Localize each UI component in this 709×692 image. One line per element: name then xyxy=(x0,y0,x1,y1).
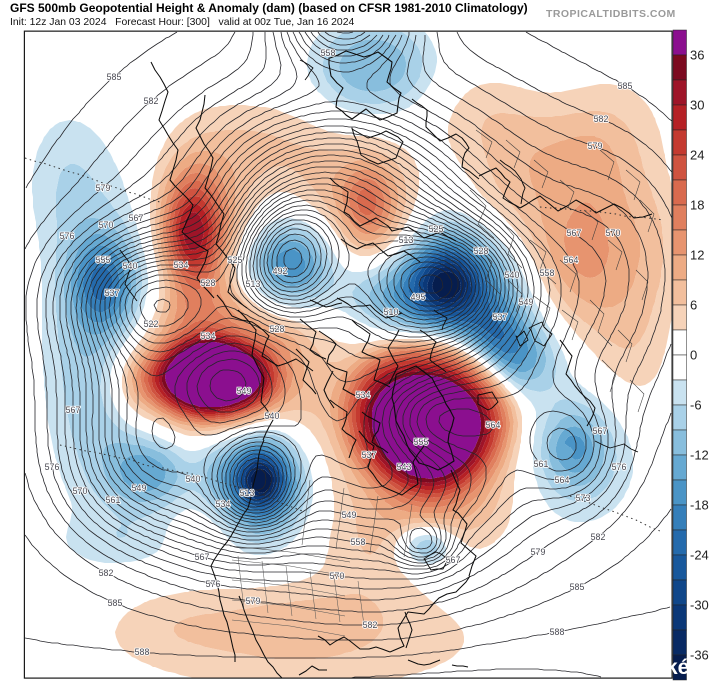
svg-text:540: 540 xyxy=(186,474,201,484)
svg-text:579: 579 xyxy=(531,547,546,557)
svg-text:30: 30 xyxy=(690,98,704,113)
svg-text:492: 492 xyxy=(273,266,288,276)
svg-text:534: 534 xyxy=(356,390,371,400)
svg-text:582: 582 xyxy=(594,114,609,124)
svg-text:576: 576 xyxy=(612,462,627,472)
svg-text:6: 6 xyxy=(690,298,697,313)
svg-text:540: 540 xyxy=(505,270,520,280)
svg-text:570: 570 xyxy=(330,571,345,581)
svg-text:570: 570 xyxy=(99,220,114,230)
svg-text:576: 576 xyxy=(60,231,75,241)
svg-text:18: 18 xyxy=(690,198,704,213)
svg-text:36: 36 xyxy=(690,48,704,63)
svg-text:567: 567 xyxy=(567,228,582,238)
svg-text:528: 528 xyxy=(474,246,489,256)
svg-text:-24: -24 xyxy=(690,548,709,563)
svg-text:582: 582 xyxy=(99,568,114,578)
svg-text:582: 582 xyxy=(144,96,159,106)
svg-text:-6: -6 xyxy=(690,398,702,413)
svg-text:537: 537 xyxy=(362,450,377,460)
svg-text:549: 549 xyxy=(342,510,357,520)
svg-text:525: 525 xyxy=(228,255,243,265)
svg-text:-30: -30 xyxy=(690,598,709,613)
svg-text:537: 537 xyxy=(493,312,508,322)
svg-text:525: 525 xyxy=(429,224,444,234)
svg-text:534: 534 xyxy=(201,331,216,341)
svg-text:540: 540 xyxy=(265,411,280,421)
svg-text:564: 564 xyxy=(564,255,579,265)
svg-text:555: 555 xyxy=(96,255,111,265)
svg-text:564: 564 xyxy=(486,420,501,430)
svg-text:576: 576 xyxy=(45,462,60,472)
svg-text:585: 585 xyxy=(107,72,122,82)
svg-text:555: 555 xyxy=(414,437,429,447)
svg-text:561: 561 xyxy=(534,459,549,469)
svg-text:528: 528 xyxy=(270,324,285,334)
svg-text:585: 585 xyxy=(618,81,633,91)
svg-text:567: 567 xyxy=(66,405,81,415)
svg-text:576: 576 xyxy=(206,579,221,589)
svg-text:543: 543 xyxy=(397,462,412,472)
svg-text:534: 534 xyxy=(174,260,189,270)
svg-text:573: 573 xyxy=(576,493,591,503)
svg-text:513: 513 xyxy=(399,235,414,245)
svg-text:567: 567 xyxy=(446,555,461,565)
svg-text:570: 570 xyxy=(73,486,88,496)
svg-text:558: 558 xyxy=(321,48,336,58)
svg-text:549: 549 xyxy=(519,297,534,307)
svg-text:-36: -36 xyxy=(690,648,709,663)
svg-text:582: 582 xyxy=(591,532,606,542)
svg-text:558: 558 xyxy=(540,268,555,278)
svg-text:567: 567 xyxy=(195,552,210,562)
svg-text:585: 585 xyxy=(570,582,585,592)
svg-text:579: 579 xyxy=(246,596,261,606)
svg-text:567: 567 xyxy=(129,213,144,223)
svg-text:0: 0 xyxy=(690,348,697,363)
svg-text:579: 579 xyxy=(96,183,111,193)
svg-text:-12: -12 xyxy=(690,448,709,463)
svg-text:534: 534 xyxy=(216,499,231,509)
svg-text:528: 528 xyxy=(201,278,216,288)
svg-text:588: 588 xyxy=(135,647,150,657)
svg-text:24: 24 xyxy=(690,148,704,163)
svg-text:582: 582 xyxy=(363,620,378,630)
svg-text:588: 588 xyxy=(550,627,565,637)
svg-text:570: 570 xyxy=(606,228,621,238)
svg-text:537: 537 xyxy=(105,288,120,298)
svg-text:549: 549 xyxy=(237,386,252,396)
svg-text:-18: -18 xyxy=(690,498,709,513)
svg-text:495: 495 xyxy=(411,292,426,302)
svg-text:561: 561 xyxy=(106,495,121,505)
svg-text:513: 513 xyxy=(240,488,255,498)
svg-text:540: 540 xyxy=(123,261,138,271)
svg-text:549: 549 xyxy=(132,483,147,493)
svg-text:585: 585 xyxy=(108,598,123,608)
svg-text:513: 513 xyxy=(246,279,261,289)
svg-text:564: 564 xyxy=(555,475,570,485)
svg-text:522: 522 xyxy=(144,319,159,329)
svg-text:567: 567 xyxy=(593,426,608,436)
svg-text:579: 579 xyxy=(588,141,603,151)
svg-text:510: 510 xyxy=(384,307,399,317)
svg-text:12: 12 xyxy=(690,248,704,263)
svg-text:558: 558 xyxy=(351,537,366,547)
